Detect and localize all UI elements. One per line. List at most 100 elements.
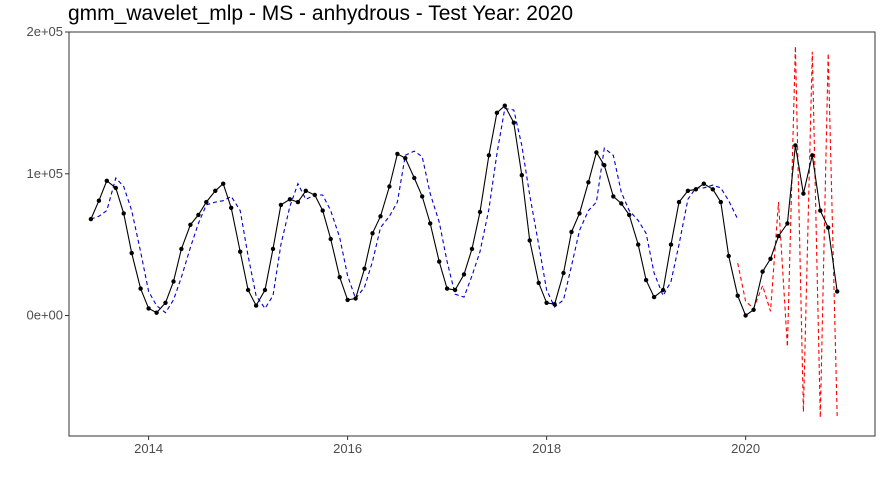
actual-data-point	[88, 216, 94, 222]
actual-data-point	[403, 156, 408, 161]
actual-data-point	[444, 286, 450, 291]
actual-data-point	[320, 208, 325, 213]
actual-data-point	[826, 225, 831, 230]
actual-data-point	[104, 178, 110, 183]
actual-data-point	[420, 194, 425, 199]
actual-data-point	[469, 246, 475, 252]
x-tick-label: 2014	[134, 441, 163, 456]
actual-data-point	[577, 211, 582, 216]
actual-data-point	[146, 306, 151, 311]
actual-data-point	[569, 229, 574, 235]
y-tick-label: 1e+05	[26, 166, 63, 181]
actual-data-point	[188, 222, 193, 227]
actual-data-point	[353, 296, 358, 301]
actual-data-point	[793, 143, 798, 148]
actual-data-point	[428, 221, 433, 226]
actual-data-point	[345, 297, 350, 303]
x-tick-label: 2018	[532, 441, 561, 456]
actual-data-point	[511, 120, 516, 125]
actual-data-point	[312, 192, 317, 198]
actual-data-point	[477, 209, 483, 215]
x-tick-label: 2016	[333, 441, 362, 456]
actual-data-point	[370, 231, 375, 236]
actual-data-point	[387, 184, 392, 189]
actual-data-point	[437, 259, 442, 264]
actual-data-point	[502, 103, 507, 108]
y-tick-label: 0e+00	[26, 308, 63, 323]
y-axis: 0e+00 1e+05 2e+05	[26, 24, 69, 323]
actual-series-line	[90, 104, 838, 317]
actual-data-point	[129, 250, 134, 256]
x-tick-label: 2020	[731, 441, 760, 456]
actual-data-point	[611, 194, 616, 199]
actual-data-point	[586, 180, 591, 185]
actual-data-point	[337, 275, 342, 280]
actual-data-point	[121, 211, 126, 216]
actual-data-point	[544, 300, 549, 305]
actual-data-point	[461, 272, 467, 277]
y-tick-label: 2e+05	[26, 24, 63, 39]
actual-data-point	[643, 277, 649, 283]
actual-data-point	[412, 175, 417, 181]
actual-data-point	[751, 307, 756, 312]
actual-data-point	[452, 287, 458, 293]
actual-data-point	[303, 188, 308, 193]
actual-data-point	[295, 199, 301, 205]
actual-data-point	[179, 246, 184, 252]
actual-data-point	[594, 150, 599, 155]
actual-data-point	[818, 208, 823, 213]
actual-data-point	[270, 246, 276, 252]
actual-data-point	[362, 266, 367, 271]
actual-data-point	[801, 191, 806, 196]
actual-data-point	[395, 151, 400, 157]
actual-data-point	[743, 313, 748, 318]
actual-data-point	[138, 286, 143, 291]
actual-data-point	[760, 269, 765, 274]
actual-data-point	[685, 188, 691, 193]
actual-data-point	[668, 242, 674, 247]
actual-data-point	[163, 300, 168, 305]
actual-data-point	[768, 256, 773, 261]
actual-data-point	[536, 280, 541, 286]
actual-data-point	[735, 293, 740, 298]
actual-data-point	[676, 199, 682, 205]
actual-data-point	[660, 287, 666, 293]
actual-data-point	[726, 253, 731, 259]
actual-data-point	[701, 181, 706, 186]
plot-panel	[68, 31, 876, 437]
chart-title: gmm_wavelet_mlp - MS - anhydrous - Test …	[68, 2, 573, 25]
actual-data-point	[278, 202, 284, 208]
actual-data-point	[154, 310, 159, 315]
actual-data-point	[651, 294, 657, 300]
actual-data-point	[710, 187, 715, 192]
actual-data-point	[328, 236, 333, 242]
fitted-series-line	[90, 107, 739, 314]
actual-data-point	[785, 221, 790, 226]
actual-data-point	[627, 212, 632, 218]
actual-data-point	[776, 233, 781, 239]
actual-data-point	[221, 181, 226, 186]
actual-data-point	[213, 188, 218, 193]
forecast-series-line	[737, 46, 838, 418]
actual-data-point	[527, 238, 532, 243]
actual-data-point	[171, 279, 176, 284]
actual-data-point	[835, 289, 840, 294]
actual-data-point	[238, 249, 243, 254]
actual-data-point	[262, 287, 268, 293]
actual-data-point	[96, 198, 102, 203]
actual-data-point	[245, 287, 251, 293]
actual-data-point	[378, 214, 383, 219]
actual-data-point	[253, 303, 259, 308]
x-axis: 2014 2016 2018 2020	[134, 436, 760, 456]
actual-data-point	[287, 197, 293, 202]
actual-data-point	[113, 185, 119, 191]
actual-data-point	[494, 110, 500, 116]
actual-data-point	[636, 242, 641, 247]
actual-data-point	[229, 205, 234, 210]
actual-data-point	[810, 153, 815, 158]
actual-data-point	[519, 173, 524, 178]
actual-data-point	[552, 302, 557, 307]
actual-data-point	[486, 153, 492, 158]
actual-data-point	[718, 199, 723, 205]
